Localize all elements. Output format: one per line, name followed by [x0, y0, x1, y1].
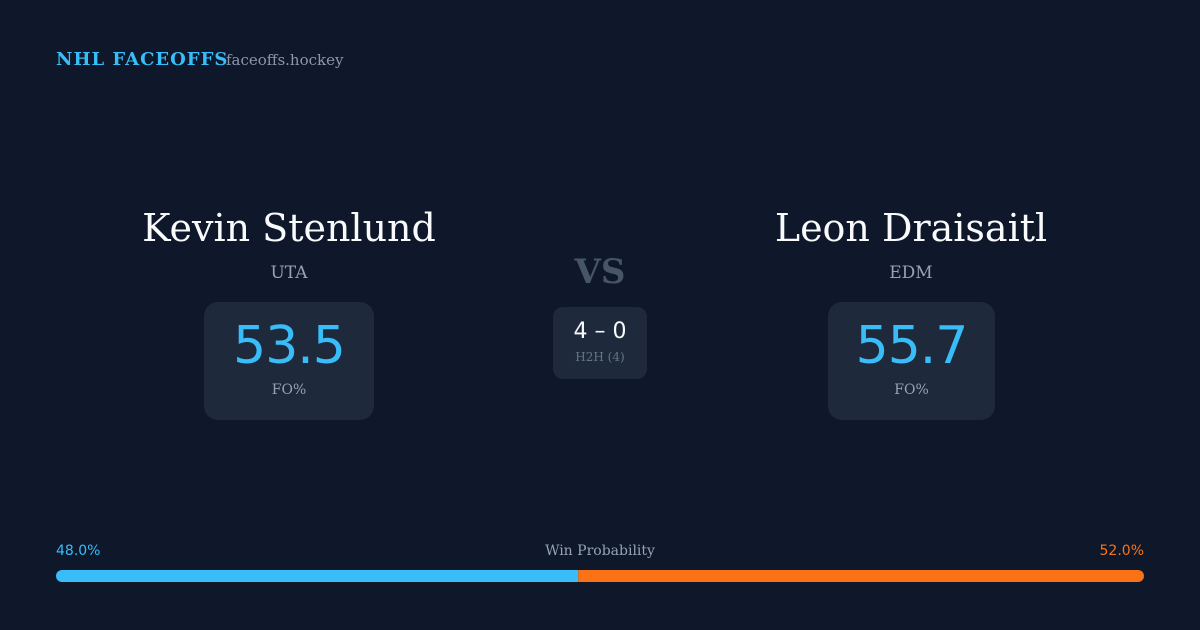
- stat-box: 55.7 FO%: [828, 302, 995, 420]
- fo-label: FO%: [271, 382, 307, 398]
- win-prob-left: 48.0%: [56, 543, 101, 559]
- h2h-box: 4 – 0 H2H (4): [553, 307, 647, 379]
- fo-pct: 55.7: [855, 316, 969, 376]
- site: faceoffs.hockey: [226, 51, 344, 69]
- player-name: Leon Draisaitl: [774, 206, 1048, 250]
- win-prob-segment: [56, 570, 579, 582]
- fo-label: FO%: [894, 382, 929, 398]
- team: EDM: [889, 263, 933, 283]
- win-prob-right: 52.0%: [1099, 543, 1144, 559]
- win-prob-bar: [56, 570, 1144, 582]
- versus: VS: [574, 252, 626, 292]
- brand: NHL FACEOFFS: [56, 49, 229, 70]
- team: UTA: [270, 263, 308, 283]
- h2h-score: 4 – 0: [573, 319, 627, 344]
- h2h-label: H2H (4): [575, 350, 625, 364]
- fo-pct: 53.5: [233, 316, 346, 376]
- win-prob-title: Win Probability: [545, 543, 655, 559]
- win-prob-segment: [578, 570, 1144, 582]
- stat-box: 53.5 FO%: [204, 302, 374, 420]
- player-name: Kevin Stenlund: [142, 206, 436, 250]
